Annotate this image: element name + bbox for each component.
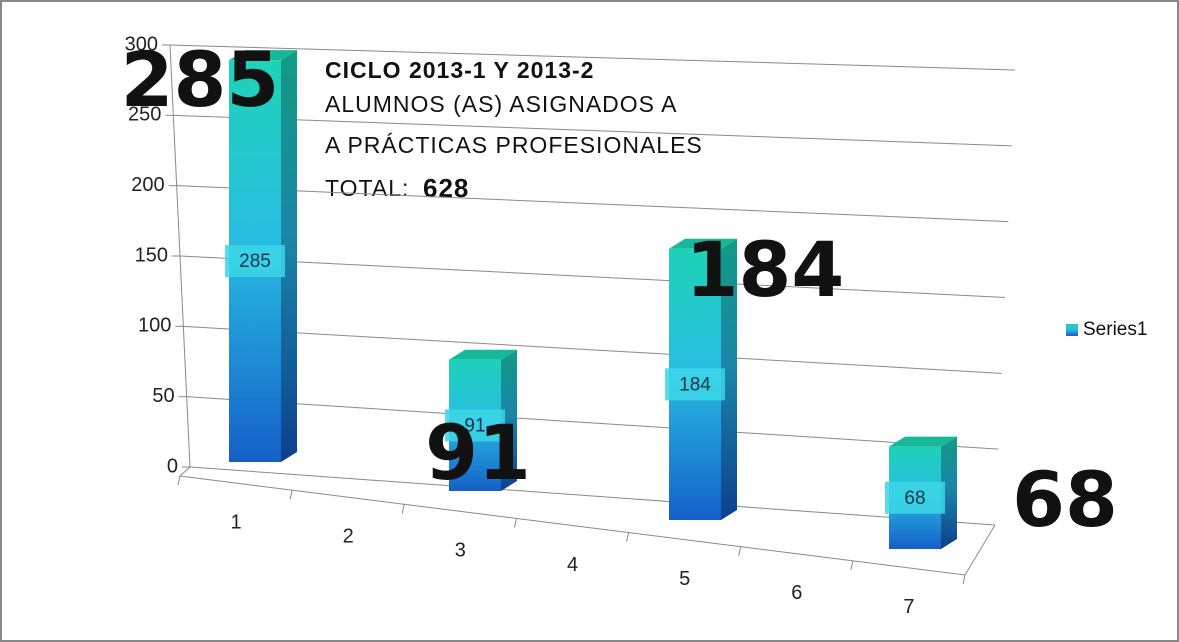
x-tick xyxy=(738,546,742,556)
annotation: ALUMNOS (AS) ASIGNADOS A xyxy=(325,91,677,117)
bar-side xyxy=(721,238,737,520)
y-tick-label: 300 xyxy=(125,33,158,55)
x-tick-label: 2 xyxy=(343,525,354,547)
bar-top xyxy=(229,50,297,61)
bar-side xyxy=(281,50,297,463)
x-tick-label: 3 xyxy=(455,540,466,562)
annotation: A PRÁCTICAS PROFESIONALES xyxy=(325,132,703,158)
y-tick-label: 200 xyxy=(131,174,164,196)
data-label-box xyxy=(225,245,285,278)
floor xyxy=(178,466,996,576)
total-label: TOTAL: xyxy=(325,175,409,201)
y-tick-label: 250 xyxy=(128,104,161,126)
x-tick xyxy=(401,504,405,514)
bar-top xyxy=(669,238,737,249)
grid-line xyxy=(169,44,1016,71)
data-label-box xyxy=(665,368,725,401)
data-label-box xyxy=(445,409,505,442)
grid-line xyxy=(176,185,1009,223)
x-tick-label: 7 xyxy=(903,596,914,618)
bar-top xyxy=(449,349,517,360)
x-tick xyxy=(513,518,517,528)
x-tick xyxy=(850,560,854,570)
grid-line xyxy=(173,114,1012,147)
data-label: 285 xyxy=(239,251,271,272)
legend-label: Series1 xyxy=(1083,319,1147,340)
y-tick-label: 150 xyxy=(135,244,168,266)
grid-line xyxy=(189,466,996,526)
data-label-box xyxy=(885,481,945,514)
x-tick-label: 1 xyxy=(231,511,242,533)
data-label: 184 xyxy=(679,374,711,395)
big-value-label: 68 xyxy=(1012,455,1118,544)
data-label: 68 xyxy=(904,488,925,509)
bar-side xyxy=(501,349,517,491)
grid-line xyxy=(183,325,1002,374)
x-tick xyxy=(177,475,181,486)
x-tick xyxy=(962,574,966,585)
legend-swatch xyxy=(1066,324,1078,336)
x-tick xyxy=(289,490,293,500)
x-tick xyxy=(626,532,630,542)
bar-side xyxy=(941,436,957,549)
x-tick-label: 5 xyxy=(679,568,690,590)
y-axis xyxy=(169,44,191,468)
big-value-label: 184 xyxy=(686,225,845,314)
bar-top xyxy=(889,436,957,447)
x-tick-label: 4 xyxy=(567,554,578,576)
y-tick-label: 50 xyxy=(152,385,174,407)
big-value-label: 91 xyxy=(425,408,531,497)
grid-line xyxy=(186,396,999,450)
y-tick-label: 100 xyxy=(138,315,171,337)
data-label: 91 xyxy=(464,415,485,436)
annotation: CICLO 2013-1 Y 2013-2 xyxy=(325,57,594,83)
x-tick-label: 6 xyxy=(791,582,802,604)
y-tick-label: 0 xyxy=(167,455,178,477)
grid-line xyxy=(179,255,1006,298)
big-value-label: 285 xyxy=(121,35,280,124)
